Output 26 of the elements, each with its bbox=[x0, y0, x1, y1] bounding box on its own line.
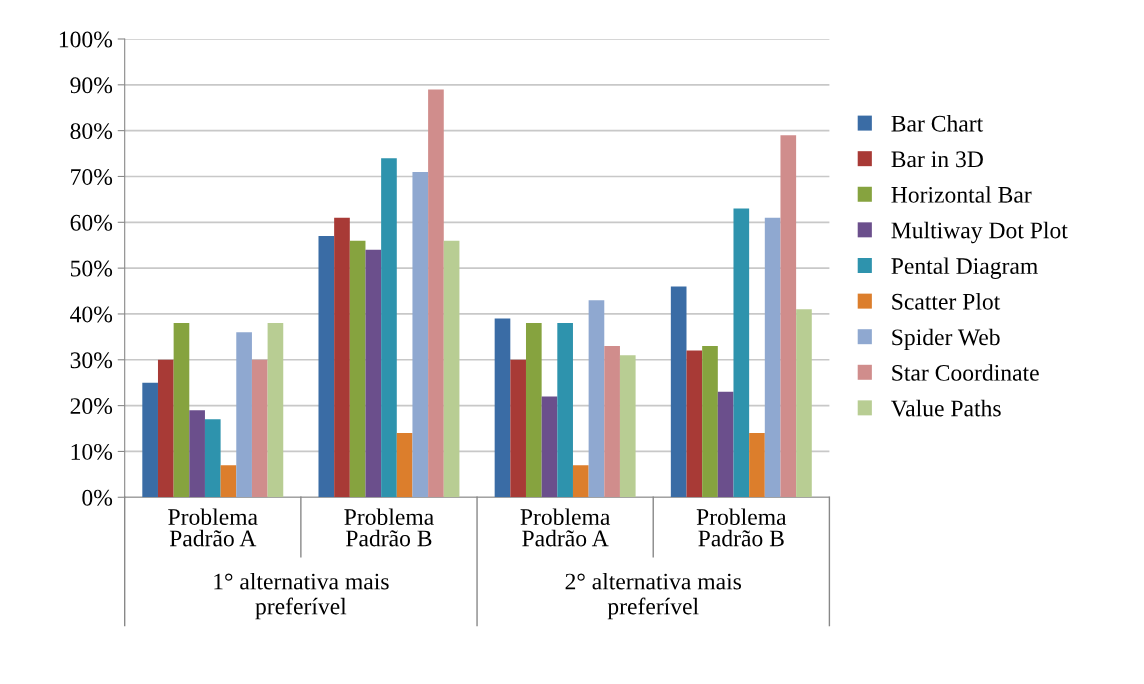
x-tick-label: Problema Padrão B bbox=[696, 508, 787, 547]
y-tick-label: 70% bbox=[71, 168, 113, 185]
legend-label: Scatter Plot bbox=[892, 293, 1001, 310]
text: 1° alternativa mais preferível bbox=[214, 572, 389, 620]
legend-label: Horizontal Bar bbox=[891, 186, 1032, 203]
x-tick-label: Problema Padrão A bbox=[520, 508, 611, 547]
y-tick-label: 100% bbox=[59, 31, 113, 48]
y-tick-label: 30% bbox=[70, 352, 113, 369]
legend-label: Bar in 3D bbox=[891, 151, 983, 168]
y-tick-label: 50% bbox=[70, 260, 113, 277]
y-tick-label: 10% bbox=[71, 443, 113, 460]
legend-label: Value Paths bbox=[891, 399, 1001, 417]
legend-label: Pental Diagram bbox=[891, 257, 1038, 279]
y-tick-label: 90% bbox=[70, 77, 113, 94]
x-tick-label: Problema Padrão A bbox=[168, 508, 258, 547]
legend-label: Spider Web bbox=[892, 328, 1000, 351]
y-tick-label: 0% bbox=[82, 489, 113, 506]
y-tick-label: 20% bbox=[70, 398, 113, 415]
legend-label: Star Coordinate bbox=[892, 364, 1039, 381]
legend-label: Bar Chart bbox=[891, 115, 984, 132]
text: 2° alternativa mais preferível bbox=[565, 572, 742, 620]
legend-label: Multiway Dot Plot bbox=[891, 221, 1068, 244]
x-tick-label: Problema Padrão B bbox=[344, 508, 434, 547]
y-tick-label: 40% bbox=[70, 306, 113, 323]
y-tick-label: 80% bbox=[70, 123, 113, 140]
y-tick-label: 60% bbox=[70, 214, 113, 231]
